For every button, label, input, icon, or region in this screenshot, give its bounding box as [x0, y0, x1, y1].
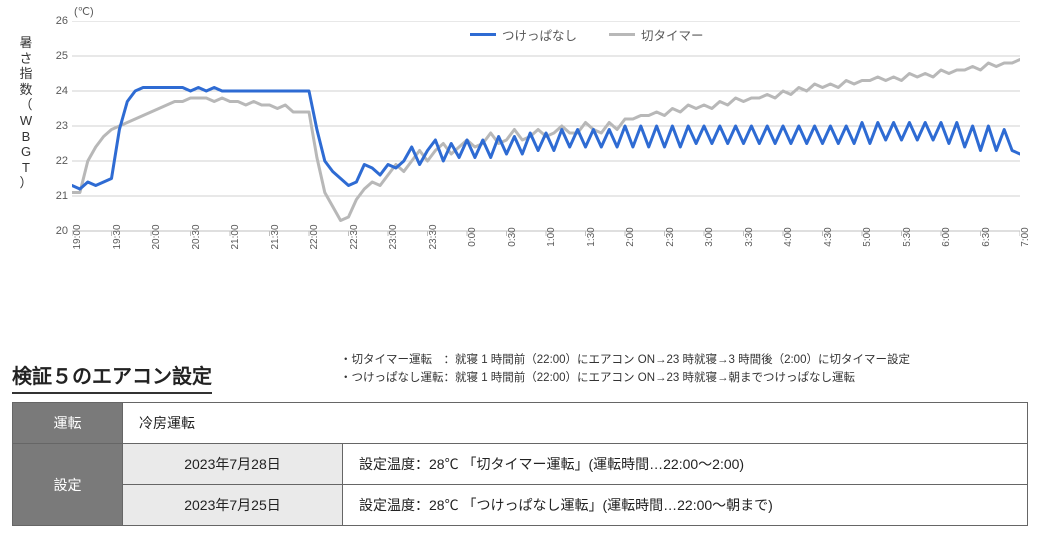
- x-tick-label: 22:00: [309, 224, 320, 249]
- notes-line-2: ・つけっぱなし運転：就寝 1 時間前（22:00）にエアコン ON→23 時就寝…: [340, 370, 910, 388]
- x-tick-label: 0:30: [507, 227, 518, 246]
- x-tick-label: 20:30: [191, 224, 202, 249]
- y-tick-label: 22: [56, 155, 68, 167]
- table-detail-cell: 設定温度：28℃ 「切タイマー運転」(運転時間…22:00～2:00): [343, 444, 1028, 485]
- y-axis-title: 暑さ指数（WBGT）: [18, 35, 34, 191]
- table-mode-cell: 冷房運転: [123, 403, 1028, 444]
- y-tick-label: 25: [56, 50, 68, 62]
- x-tick-label: 3:30: [744, 227, 755, 246]
- x-tick-label: 2:30: [665, 227, 676, 246]
- table-row: 2023年7月25日 設定温度：28℃ 「つけっぱなし運転」(運転時間…22:0…: [13, 485, 1028, 526]
- plot-area: つけっぱなし 切タイマー 2021222324252619:0019:3020:…: [72, 21, 1020, 231]
- wbgt-chart: (℃) 暑さ指数（WBGT） つけっぱなし 切タイマー 202122232425…: [10, 5, 1030, 295]
- x-tick-label: 23:00: [388, 224, 399, 249]
- section-title: 検証５のエアコン設定: [12, 360, 212, 394]
- notes-line-1: ・切タイマー運転 ：就寝 1 時間前（22:00）にエアコン ON→23 時就寝…: [340, 352, 910, 370]
- x-tick-label: 5:30: [902, 227, 913, 246]
- legend-swatch-1: [470, 33, 496, 36]
- x-tick-label: 1:00: [546, 227, 557, 246]
- x-tick-label: 21:00: [230, 224, 241, 249]
- y-tick-label: 20: [56, 225, 68, 237]
- x-tick-label: 20:00: [151, 224, 162, 249]
- x-tick-label: 7:00: [1020, 227, 1031, 246]
- x-tick-label: 0:00: [467, 227, 478, 246]
- x-tick-label: 5:00: [862, 227, 873, 246]
- chart-legend: つけっぱなし 切タイマー: [462, 23, 712, 46]
- x-tick-label: 4:30: [823, 227, 834, 246]
- x-tick-label: 19:00: [72, 224, 83, 249]
- y-tick-label: 26: [56, 15, 68, 27]
- legend-item-2: 切タイマー: [609, 25, 704, 44]
- table-header-mode: 運転: [13, 403, 123, 444]
- x-tick-label: 6:30: [981, 227, 992, 246]
- x-tick-label: 1:30: [586, 227, 597, 246]
- table-date-cell: 2023年7月28日: [123, 444, 343, 485]
- x-tick-label: 6:00: [941, 227, 952, 246]
- x-tick-label: 21:30: [270, 224, 281, 249]
- x-tick-label: 23:30: [428, 224, 439, 249]
- settings-table: 運転 冷房運転 設定 2023年7月28日 設定温度：28℃ 「切タイマー運転」…: [12, 402, 1028, 526]
- y-tick-label: 24: [56, 85, 68, 97]
- section-notes: ・切タイマー運転 ：就寝 1 時間前（22:00）にエアコン ON→23 時就寝…: [340, 352, 910, 388]
- x-tick-label: 4:00: [783, 227, 794, 246]
- y-tick-label: 21: [56, 190, 68, 202]
- table-detail-cell: 設定温度：28℃ 「つけっぱなし運転」(運転時間…22:00～朝まで): [343, 485, 1028, 526]
- legend-item-1: つけっぱなし: [470, 25, 577, 44]
- table-row: 設定 2023年7月28日 設定温度：28℃ 「切タイマー運転」(運転時間…22…: [13, 444, 1028, 485]
- table-date-cell: 2023年7月25日: [123, 485, 343, 526]
- legend-label-2: 切タイマー: [641, 25, 704, 44]
- y-unit-label: (℃): [74, 5, 94, 18]
- table-header-setting: 設定: [13, 444, 123, 526]
- x-tick-label: 19:30: [112, 224, 123, 249]
- x-tick-label: 22:30: [349, 224, 360, 249]
- table-row: 運転 冷房運転: [13, 403, 1028, 444]
- x-tick-label: 2:00: [625, 227, 636, 246]
- legend-swatch-2: [609, 33, 635, 36]
- y-tick-label: 23: [56, 120, 68, 132]
- chart-svg: [72, 21, 1020, 237]
- x-tick-label: 3:00: [704, 227, 715, 246]
- legend-label-1: つけっぱなし: [502, 25, 577, 44]
